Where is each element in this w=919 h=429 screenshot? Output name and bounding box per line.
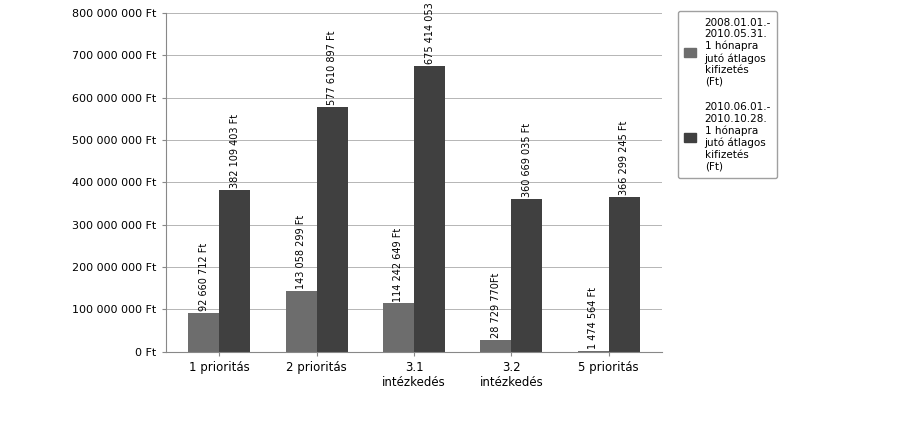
Text: 143 058 299 Ft: 143 058 299 Ft: [296, 215, 306, 290]
Text: 92 660 712 Ft: 92 660 712 Ft: [199, 242, 209, 311]
Text: 28 729 770Ft: 28 729 770Ft: [490, 272, 500, 338]
Text: 577 610 897 Ft: 577 610 897 Ft: [327, 31, 337, 106]
Text: 1 474 564 Ft: 1 474 564 Ft: [587, 287, 597, 350]
Bar: [577, 351, 608, 352]
Bar: [285, 291, 316, 352]
Bar: [382, 303, 414, 352]
Bar: [414, 66, 445, 352]
Text: 360 669 035 Ft: 360 669 035 Ft: [521, 123, 531, 197]
Text: 114 242 649 Ft: 114 242 649 Ft: [393, 227, 403, 302]
Bar: [316, 107, 347, 352]
Legend: 2008.01.01.-
2010.05.31.
1 hónapra
jutó átlagos
kifizetés
(Ft), 2010.06.01.-
201: 2008.01.01.- 2010.05.31. 1 hónapra jutó …: [676, 11, 777, 178]
Bar: [480, 340, 511, 352]
Bar: [188, 312, 219, 352]
Bar: [511, 199, 542, 352]
Bar: [219, 190, 250, 352]
Text: 366 299 245 Ft: 366 299 245 Ft: [618, 121, 629, 195]
Bar: [608, 196, 639, 352]
Text: 382 109 403 Ft: 382 109 403 Ft: [230, 114, 240, 188]
Text: 675 414 053 Ft: 675 414 053 Ft: [424, 0, 434, 64]
